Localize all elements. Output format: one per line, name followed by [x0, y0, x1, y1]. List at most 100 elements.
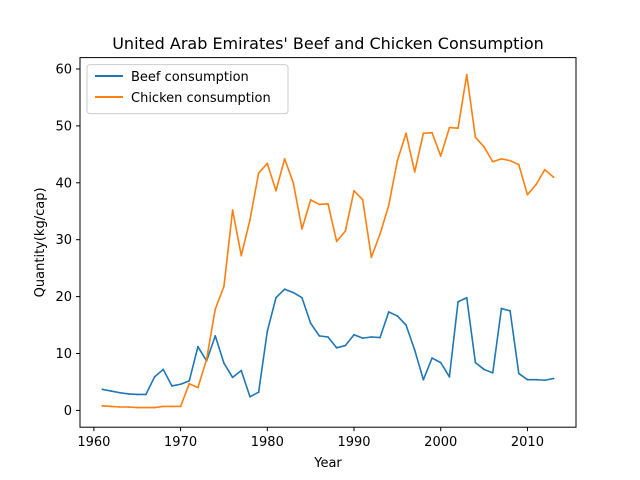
data-point-beef — [266, 330, 269, 333]
x-axis-label: Year — [313, 456, 342, 471]
data-point-beef — [370, 336, 373, 338]
data-point-chicken — [283, 157, 286, 160]
data-point-chicken — [327, 202, 329, 205]
data-point-chicken — [500, 157, 503, 160]
data-point-chicken — [422, 132, 425, 135]
data-point-beef — [361, 337, 364, 340]
data-point-chicken — [249, 218, 251, 221]
data-point-chicken — [240, 254, 243, 257]
data-point-beef — [526, 378, 529, 381]
data-point-beef — [127, 393, 130, 395]
data-point-chicken — [179, 405, 182, 408]
data-point-beef — [431, 357, 433, 359]
data-point-beef — [153, 375, 156, 378]
data-point-beef — [171, 385, 173, 387]
data-point-beef — [483, 368, 485, 371]
data-point-beef — [249, 395, 251, 398]
data-point-chicken — [101, 404, 104, 407]
data-point-chicken — [231, 209, 234, 212]
data-point-chicken — [335, 240, 338, 243]
data-point-chicken — [344, 230, 347, 233]
data-point-chicken — [431, 131, 433, 134]
data-point-chicken — [136, 406, 139, 409]
y-tick-label: 0 — [64, 404, 72, 419]
data-point-beef — [101, 388, 104, 391]
x-tick-label: 1960 — [77, 435, 110, 450]
data-point-beef — [552, 377, 555, 380]
data-point-chicken — [223, 285, 225, 288]
data-point-beef — [509, 309, 511, 312]
data-point-beef — [197, 345, 199, 348]
data-point-beef — [517, 372, 520, 375]
data-point-beef — [162, 368, 165, 371]
data-point-beef — [439, 361, 442, 364]
data-point-beef — [275, 296, 277, 299]
data-point-chicken — [257, 172, 260, 175]
data-point-beef — [344, 344, 347, 347]
data-point-beef — [240, 369, 243, 372]
data-point-beef — [379, 336, 381, 339]
data-point-chicken — [474, 136, 477, 139]
y-tick-label: 20 — [55, 290, 72, 305]
data-point-beef — [214, 334, 217, 337]
data-point-chicken — [309, 198, 312, 201]
legend-label-chicken: Chicken consumption — [131, 91, 271, 106]
data-point-beef — [448, 375, 451, 378]
y-tick-label: 30 — [55, 233, 72, 248]
data-point-beef — [335, 346, 338, 349]
data-point-beef — [223, 362, 225, 365]
data-point-beef — [110, 390, 113, 392]
data-point-beef — [231, 376, 234, 379]
data-point-beef — [136, 393, 139, 396]
data-point-chicken — [465, 73, 468, 76]
legend-label-beef: Beef consumption — [131, 70, 249, 85]
x-tick-label: 2010 — [511, 435, 544, 450]
data-point-beef — [292, 291, 295, 294]
data-point-chicken — [162, 405, 165, 408]
data-point-beef — [118, 391, 121, 394]
data-point-beef — [500, 307, 503, 310]
data-point-beef — [353, 333, 355, 336]
axes-frame — [79, 57, 577, 428]
data-point-beef — [309, 322, 312, 325]
y-tick-label: 40 — [55, 176, 72, 191]
data-point-chicken — [396, 159, 399, 162]
data-point-beef — [405, 324, 407, 326]
data-point-beef — [535, 378, 538, 381]
data-point-chicken — [118, 406, 121, 408]
legend: Beef consumption Chicken consumption — [86, 64, 289, 115]
data-point-chicken — [370, 256, 373, 259]
data-point-beef — [396, 315, 399, 317]
data-point-beef — [543, 379, 546, 382]
data-point-chicken — [439, 155, 442, 157]
x-tick-label: 1980 — [251, 435, 284, 450]
data-point-chicken — [517, 163, 520, 166]
data-point-beef — [188, 379, 191, 382]
data-point-beef — [145, 393, 147, 396]
data-point-chicken — [448, 126, 451, 129]
y-tick-label: 10 — [55, 347, 72, 362]
data-point-chicken — [275, 189, 277, 192]
data-point-chicken — [110, 405, 113, 408]
data-point-chicken — [457, 127, 459, 130]
y-axis: 0 10 20 30 40 50 60 — [55, 62, 80, 419]
data-point-beef — [457, 300, 459, 303]
data-point-chicken — [552, 176, 555, 179]
data-point-beef — [283, 288, 286, 291]
data-point-chicken — [491, 160, 494, 163]
data-point-chicken — [387, 204, 390, 207]
data-point-chicken — [153, 406, 156, 409]
data-point-chicken — [197, 386, 199, 389]
y-tick-label: 50 — [55, 119, 72, 134]
y-tick-label: 60 — [55, 62, 72, 77]
data-point-chicken — [145, 406, 147, 409]
legend-box — [86, 64, 289, 115]
data-point-beef — [387, 311, 390, 313]
data-point-chicken — [171, 405, 173, 408]
x-tick-label: 1990 — [337, 435, 370, 450]
data-point-beef — [413, 349, 416, 351]
data-point-chicken — [413, 171, 416, 173]
data-point-chicken — [188, 382, 191, 385]
data-point-chicken — [509, 159, 511, 162]
